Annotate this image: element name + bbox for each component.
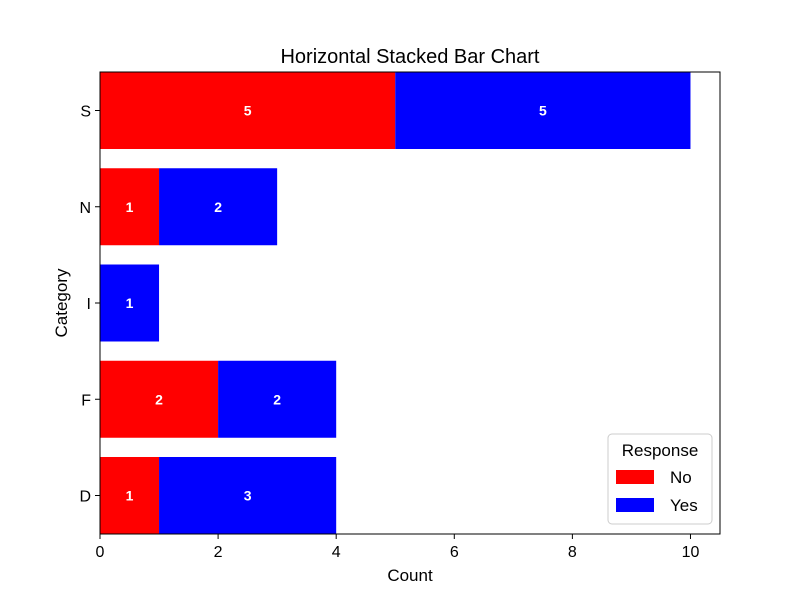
legend-label-yes: Yes [670,496,698,515]
y-tick-label: F [81,392,91,409]
y-axis-label: Category [52,268,71,337]
legend-swatch-no [616,470,654,484]
bar-value-label: 1 [126,199,134,215]
y-tick-label: N [79,200,91,217]
x-tick-label: 4 [332,544,341,561]
chart-title: Horizontal Stacked Bar Chart [280,46,539,68]
legend: Response No Yes [607,433,713,525]
bar-S-yes [395,72,691,149]
bar-value-label: 1 [126,295,134,311]
bar-value-label: 5 [244,103,252,119]
x-tick-label: 8 [568,544,577,561]
x-tick-label: 2 [214,544,223,561]
x-axis-ticks: 0 2 4 6 8 10 [96,534,700,561]
y-tick-label: I [87,296,91,313]
x-axis-label: Count [387,566,433,585]
bar-value-label: 1 [126,488,134,504]
bar-D-no [100,457,160,534]
bar-N-no [100,168,160,246]
x-tick-label: 10 [682,544,700,561]
x-tick-label: 0 [96,544,105,561]
bar-F-yes [218,360,337,438]
bar-D-yes [159,457,337,534]
y-tick-label: D [79,489,91,506]
bar-N-yes [159,168,278,246]
legend-title: Response [622,441,699,460]
bar-S-no [100,72,396,149]
legend-label-no: No [670,468,692,487]
bar-value-label: 5 [539,103,547,119]
y-tick-label: S [80,104,91,121]
bar-I-yes [100,264,160,342]
bar-value-label: 2 [214,199,222,215]
bar-value-label: 2 [155,391,163,407]
y-axis-ticks: D F I N S [79,104,100,506]
bar-value-label: 3 [244,488,252,504]
legend-swatch-yes [616,498,654,512]
bars-group: 1 3 2 2 1 1 2 5 5 [100,72,691,534]
bar-value-label: 2 [273,391,281,407]
x-tick-label: 6 [450,544,459,561]
bar-F-no [100,360,219,438]
